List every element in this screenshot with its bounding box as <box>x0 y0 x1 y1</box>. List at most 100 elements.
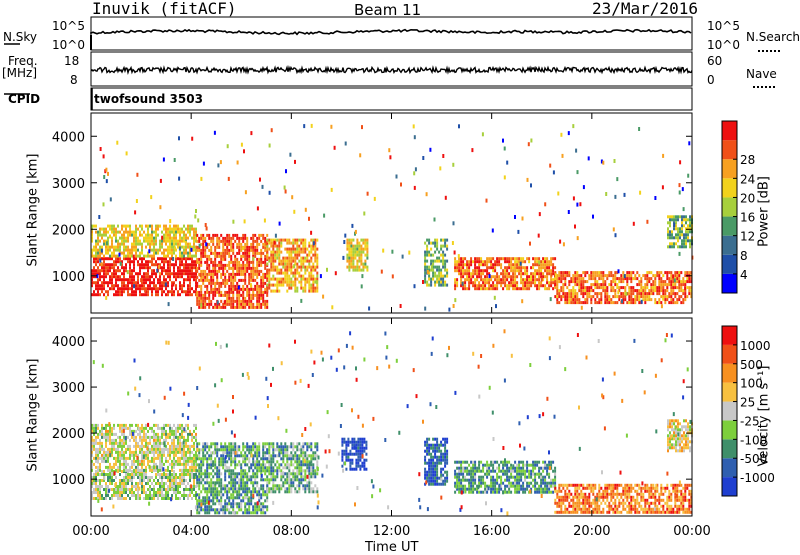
echo-cell <box>580 289 582 292</box>
echo-cell <box>147 497 149 500</box>
echo-cell <box>208 487 210 490</box>
echo-cell <box>133 237 135 240</box>
echo-cell <box>161 436 163 439</box>
echo-cell <box>133 246 135 249</box>
echo-cell <box>187 290 189 293</box>
echo-cell <box>208 475 210 478</box>
echo-cell <box>185 445 187 448</box>
echo-cell <box>242 264 244 267</box>
echo-cell <box>280 239 282 242</box>
echo-cell <box>204 237 206 240</box>
echo-cell <box>673 242 675 245</box>
echo-cell <box>171 448 173 451</box>
echo-cell <box>107 469 109 472</box>
echo-cell <box>135 460 137 463</box>
echo-cell <box>608 274 610 277</box>
echo-cell <box>222 279 224 282</box>
echo-cell <box>241 143 243 147</box>
echo-cell <box>97 424 99 427</box>
echo-cell <box>141 469 143 472</box>
echo-cell <box>236 261 238 264</box>
echo-cell <box>226 300 228 303</box>
echo-cell <box>429 148 431 152</box>
echo-cell <box>346 266 348 269</box>
echo-cell <box>300 251 302 254</box>
echo-cell <box>163 485 165 488</box>
echo-cell <box>198 463 200 466</box>
echo-cell <box>232 478 234 481</box>
echo-cell <box>99 469 101 472</box>
echo-cell <box>562 283 564 286</box>
echo-cell <box>346 260 348 263</box>
echo-cell <box>630 295 632 298</box>
echo-cell <box>230 460 232 463</box>
echo-cell <box>440 239 442 242</box>
echo-cell <box>115 457 117 460</box>
echo-cell <box>119 457 121 460</box>
echo-cell <box>218 457 220 460</box>
echo-cell <box>228 273 230 276</box>
echo-cell <box>238 484 240 487</box>
echo-cell <box>576 283 578 286</box>
echo-cell <box>500 266 502 269</box>
echo-cell <box>214 496 216 499</box>
echo-cell <box>224 255 226 259</box>
echo-cell <box>654 283 656 286</box>
echo-cell <box>204 297 206 300</box>
echo-cell <box>354 251 356 254</box>
echo-cell <box>169 260 171 263</box>
echo-cell <box>198 294 200 297</box>
echo-cell <box>566 271 568 274</box>
echo-cell <box>220 261 222 264</box>
echo-cell <box>147 451 149 454</box>
echo-cell <box>155 237 157 240</box>
echo-cell <box>506 287 508 290</box>
echo-cell <box>389 155 391 159</box>
echo-cell <box>206 496 208 499</box>
echo-cell <box>282 272 284 275</box>
echo-cell <box>242 484 244 487</box>
echo-cell <box>331 305 333 309</box>
echo-cell <box>681 245 683 248</box>
echo-cell <box>308 254 310 257</box>
echo-cell <box>121 457 123 460</box>
echo-cell <box>171 469 173 472</box>
echo-cell <box>504 175 506 179</box>
echo-cell <box>234 502 236 505</box>
echo-cell <box>474 260 476 263</box>
echo-cell <box>228 496 230 499</box>
echo-cell <box>352 263 354 266</box>
echo-cell <box>171 433 173 436</box>
echo-cell <box>652 289 654 292</box>
echo-cell <box>248 445 250 448</box>
echo-cell <box>99 482 101 485</box>
echo-cell <box>238 306 240 309</box>
echo-cell <box>202 279 204 282</box>
echo-cell <box>125 448 127 451</box>
echo-cell <box>564 280 566 283</box>
echo-cell <box>226 496 228 499</box>
echo-cell <box>298 266 300 269</box>
echo-cell <box>117 249 119 252</box>
echo-cell <box>171 228 173 231</box>
echo-cell <box>139 439 141 442</box>
echo-cell <box>312 278 314 281</box>
echo-cell <box>677 227 679 230</box>
echo-cell <box>218 448 220 451</box>
echo-cell <box>360 251 362 254</box>
echo-cell <box>260 291 262 294</box>
echo-cell <box>470 260 472 263</box>
echo-cell <box>310 272 312 275</box>
echo-cell <box>189 451 191 454</box>
echo-cell <box>131 473 133 476</box>
echo-cell <box>103 470 105 473</box>
echo-cell <box>244 252 246 255</box>
echo-cell <box>676 292 678 295</box>
echo-cell <box>151 290 153 293</box>
echo-cell <box>636 298 638 301</box>
echo-cell <box>103 460 105 463</box>
echo-cell <box>193 436 195 439</box>
echo-cell <box>181 436 183 439</box>
echo-cell <box>202 502 204 505</box>
echo-cell <box>121 278 123 281</box>
